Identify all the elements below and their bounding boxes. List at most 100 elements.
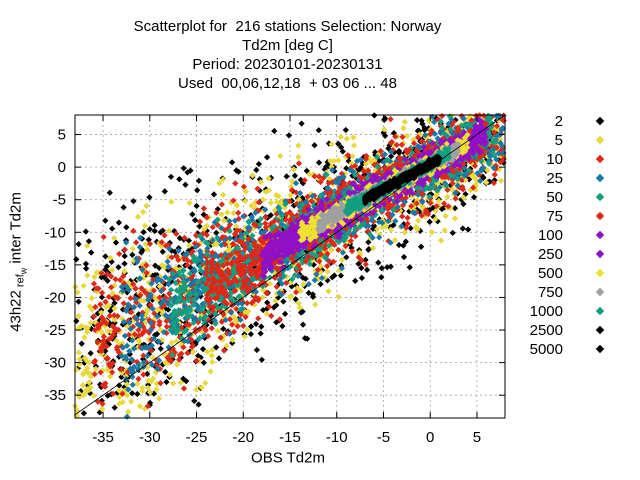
data-point — [195, 177, 203, 184]
data-point — [213, 344, 220, 351]
data-point — [358, 274, 366, 282]
data-point — [81, 354, 88, 362]
data-point — [218, 211, 225, 218]
data-point — [491, 171, 498, 178]
data-point — [325, 288, 332, 295]
data-point — [258, 323, 265, 330]
data-point — [151, 222, 158, 229]
data-point — [279, 323, 286, 330]
data-point — [258, 356, 265, 363]
data-point — [130, 198, 137, 205]
data-point — [270, 304, 278, 311]
data-point — [180, 385, 188, 392]
data-point — [201, 226, 208, 233]
data-point — [233, 202, 240, 209]
data-point — [141, 222, 149, 229]
data-point — [350, 134, 357, 141]
data-point — [134, 380, 141, 387]
data-point — [428, 229, 436, 236]
data-point — [87, 350, 94, 357]
data-point — [180, 165, 187, 172]
data-point — [302, 275, 309, 282]
data-point — [265, 175, 272, 182]
data-point — [242, 197, 249, 205]
data-point — [395, 241, 403, 249]
data-point — [214, 327, 222, 335]
data-point — [417, 243, 425, 250]
data-point — [253, 346, 260, 354]
data-point — [112, 239, 120, 246]
data-point — [75, 349, 83, 356]
data-point — [471, 174, 478, 182]
data-point — [442, 212, 449, 220]
data-point — [219, 191, 227, 198]
data-point — [365, 239, 372, 246]
data-point — [220, 325, 227, 332]
data-point — [315, 127, 322, 134]
data-point — [143, 202, 150, 209]
data-point — [198, 384, 205, 391]
data-point — [219, 176, 227, 183]
data-point — [288, 293, 295, 300]
data-point — [104, 277, 111, 284]
data-point — [343, 135, 350, 142]
data-point — [193, 202, 200, 210]
data-point — [128, 398, 135, 405]
data-point — [116, 400, 123, 407]
data-point — [130, 227, 137, 235]
data-point — [296, 304, 303, 311]
data-point — [135, 336, 142, 344]
data-point — [218, 201, 225, 208]
data-point — [451, 215, 459, 222]
data-point — [182, 181, 189, 188]
data-point — [163, 378, 170, 386]
data-point — [102, 253, 109, 260]
data-point — [215, 355, 223, 362]
data-point — [233, 223, 240, 230]
data-point — [295, 153, 302, 161]
data-point — [272, 297, 279, 304]
data-point — [189, 211, 196, 218]
data-point — [271, 127, 278, 135]
data-point — [105, 327, 112, 335]
data-point — [460, 194, 467, 201]
data-point — [111, 404, 118, 411]
data-point — [194, 187, 201, 194]
data-point — [85, 238, 93, 245]
data-point — [273, 198, 281, 206]
data-point — [399, 213, 406, 220]
data-point — [168, 198, 175, 205]
data-point — [438, 237, 445, 244]
data-point — [165, 227, 172, 234]
data-point — [173, 338, 180, 345]
data-point — [202, 379, 209, 387]
data-point — [98, 289, 106, 296]
data-point — [85, 359, 93, 366]
data-point — [213, 229, 220, 237]
data-point — [129, 381, 136, 388]
data-point — [401, 118, 408, 126]
data-point — [249, 172, 256, 179]
data-point — [305, 289, 312, 297]
data-point — [311, 142, 318, 149]
data-point — [116, 382, 123, 389]
data-point — [378, 274, 385, 281]
data-point — [78, 340, 85, 347]
data-point — [497, 177, 505, 184]
data-point — [142, 241, 150, 248]
data-point — [255, 160, 262, 168]
data-point — [312, 301, 319, 308]
data-point — [262, 188, 269, 195]
data-point — [387, 263, 394, 270]
data-point — [79, 382, 86, 389]
data-point — [98, 294, 106, 301]
data-point — [209, 358, 216, 366]
data-point — [80, 282, 87, 289]
data-point — [139, 384, 146, 391]
data-point — [298, 120, 305, 127]
data-point — [406, 264, 413, 271]
data-point — [324, 268, 331, 275]
data-point — [134, 390, 141, 398]
data-point — [186, 242, 193, 249]
